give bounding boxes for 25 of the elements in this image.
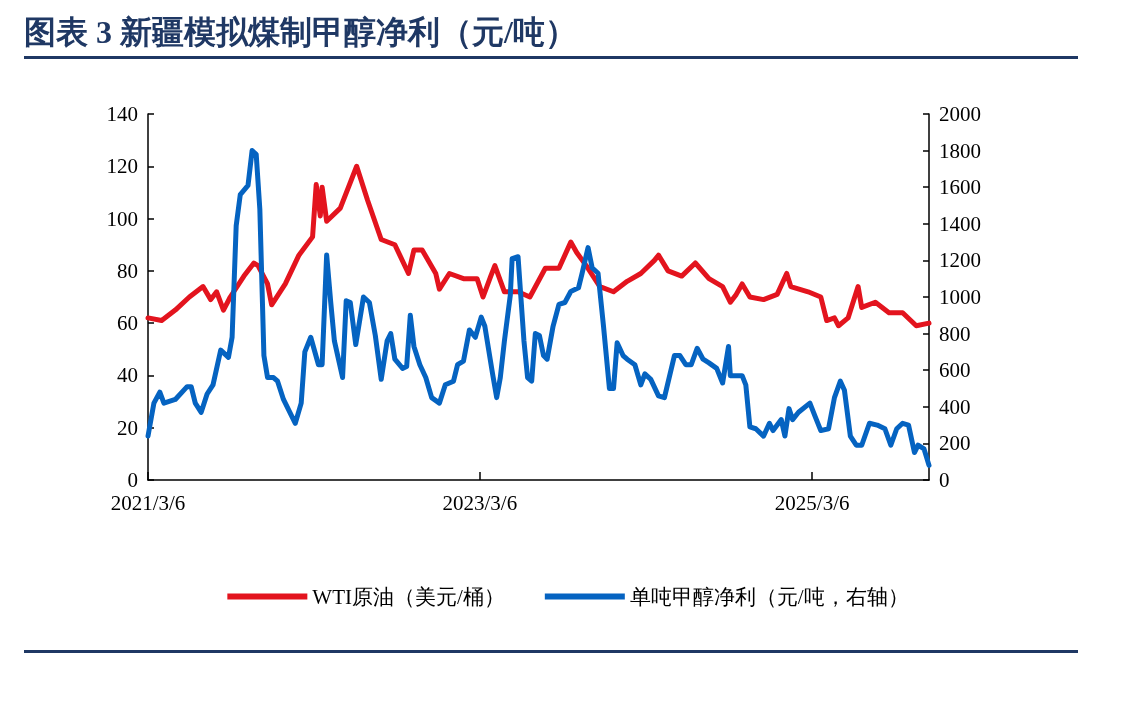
chart-title: 图表 3 新疆模拟煤制甲醇净利（元/吨）	[24, 10, 1078, 59]
y2-tick-label: 1200	[939, 248, 981, 273]
x-tick-label: 2025/3/6	[774, 490, 850, 515]
y2-tick-label: 600	[939, 358, 971, 383]
y-tick-label: 20	[117, 415, 138, 440]
y-tick-label: 40	[117, 363, 138, 388]
y2-tick-label: 400	[939, 394, 971, 419]
x-tick-label: 2023/3/6	[442, 490, 518, 515]
y-tick-label: 60	[117, 311, 138, 336]
y-tick-label: 80	[117, 258, 138, 283]
y-tick-label: 120	[106, 154, 138, 179]
x-tick-label: 2021/3/6	[110, 490, 186, 515]
y2-tick-label: 0	[939, 468, 950, 492]
y2-tick-label: 800	[939, 321, 971, 346]
y2-tick-label: 1600	[939, 175, 981, 200]
y2-tick-label: 200	[939, 431, 971, 456]
legend-label: WTI原油（美元/桶）	[312, 584, 505, 609]
y-tick-label: 100	[106, 206, 138, 231]
y2-tick-label: 1000	[939, 285, 981, 309]
legend-label: 单吨甲醇净利（元/吨，右轴）	[629, 584, 909, 609]
y2-tick-label: 2000	[939, 102, 981, 126]
y2-tick-label: 1400	[939, 211, 981, 236]
y2-tick-label: 1800	[939, 138, 981, 163]
y-tick-label: 0	[127, 468, 138, 492]
y-tick-label: 140	[106, 102, 138, 126]
